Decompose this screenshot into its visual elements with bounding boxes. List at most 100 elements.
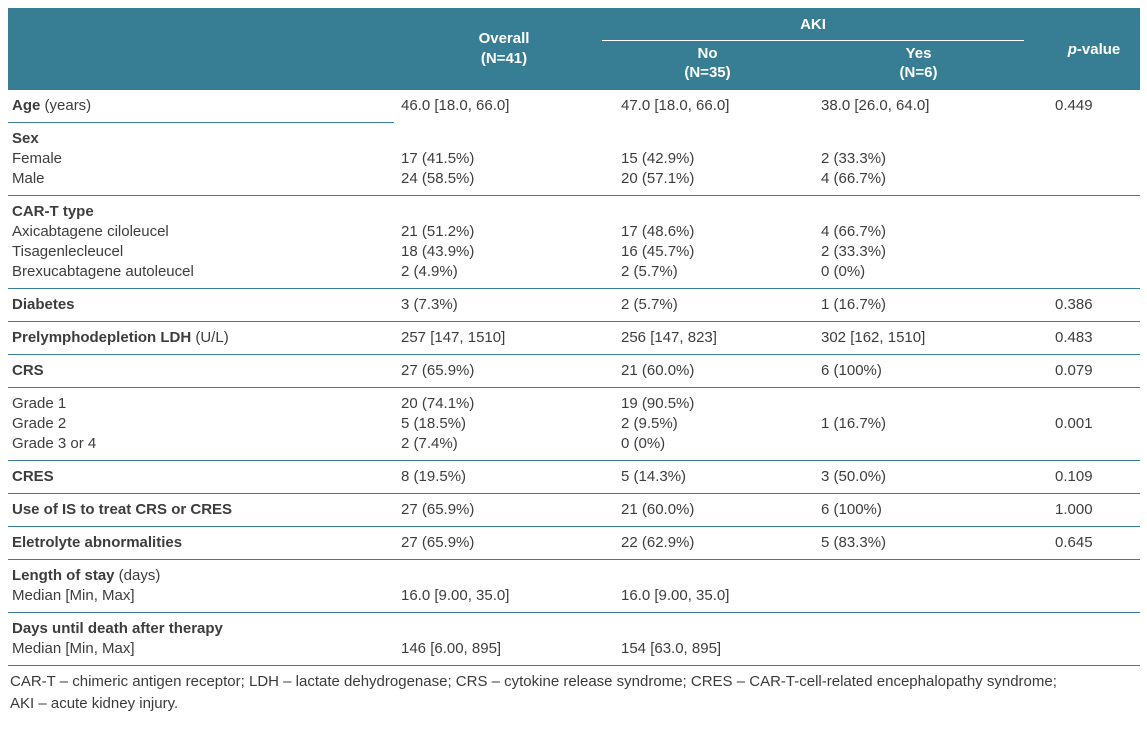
cell-aki-no: 16.0 [9.00, 35.0]	[621, 587, 730, 604]
cell-aki-yes: 2 (33.3%)	[821, 150, 887, 167]
table-row: Grade 2 5 (18.5%) 2 (9.5%) 1 (16.7%) 0.0…	[8, 414, 1140, 434]
row-label: CRES	[8, 467, 394, 487]
header-aki-yes: Yes (N=6)	[813, 44, 1024, 82]
cell-overall: 27 (65.9%)	[401, 501, 475, 518]
section-sex: Sex Female 17 (41.5%) 15 (42.9%) 2 (33.3…	[8, 123, 1140, 196]
cell-overall: 24 (58.5%)	[401, 170, 475, 187]
cell-aki-yes: 1 (16.7%)	[821, 296, 887, 313]
section-use-of-is: Use of IS to treat CRS or CRES 27 (65.9%…	[8, 494, 1140, 527]
cell-overall: 20 (74.1%)	[401, 395, 475, 412]
row-label-bold: Sex	[12, 130, 39, 147]
header-aki-no-line2: (N=35)	[684, 64, 731, 81]
header-aki-yes-line1: Yes	[905, 45, 932, 62]
row-label: Male	[8, 169, 394, 189]
cell-p-value	[1048, 434, 1140, 454]
row-label: CRS	[8, 361, 394, 381]
row-label-bold: CRS	[12, 362, 44, 379]
cell-overall: 5 (18.5%)	[401, 415, 467, 432]
table-row: Days until death after therapy	[8, 619, 1140, 639]
table-row: Female 17 (41.5%) 15 (42.9%) 2 (33.3%)	[8, 149, 1140, 169]
row-label: Diabetes	[8, 295, 394, 315]
table-row: Grade 3 or 4 2 (7.4%) 0 (0%)	[8, 434, 1140, 454]
cell-aki-no: 5 (14.3%)	[621, 468, 687, 485]
cell-p-value	[1048, 202, 1140, 222]
row-label: Tisagenlecleucel	[8, 242, 394, 262]
header-overall: Overall (N=41)	[394, 8, 614, 90]
row-label: Axicabtagene ciloleucel	[8, 222, 394, 242]
cell-p-value	[1048, 222, 1140, 242]
cell-p-value: 0.109	[1055, 468, 1093, 485]
cell-aki-yes	[814, 619, 1048, 639]
cell-p-value	[1048, 619, 1140, 639]
cell-overall: 16.0 [9.00, 35.0]	[401, 587, 510, 604]
row-label: Grade 1	[8, 394, 394, 414]
cell-aki-yes: 4 (66.7%)	[821, 223, 887, 240]
cell-p-value	[1048, 149, 1140, 169]
cell-overall: 2 (7.4%)	[401, 435, 458, 452]
cell-overall	[394, 202, 614, 222]
cell-p-value: 0.386	[1055, 296, 1093, 313]
cell-aki-yes	[814, 434, 1048, 454]
cell-aki-no: 21 (60.0%)	[621, 362, 695, 379]
header-overall-line1: Overall	[478, 30, 530, 47]
cell-aki-no: 22 (62.9%)	[621, 534, 695, 551]
row-label-plain: Axicabtagene ciloleucel	[12, 223, 169, 240]
cell-p-value	[1048, 129, 1140, 149]
cell-p-value: 0.079	[1055, 362, 1093, 379]
cell-p-value: 0.449	[1055, 97, 1093, 114]
row-label: Sex	[8, 129, 394, 149]
header-aki-no-line1: No	[697, 45, 718, 62]
section-length-of-stay: Length of stay (days) Median [Min, Max] …	[8, 560, 1140, 613]
cell-aki-no: 19 (90.5%)	[621, 395, 695, 412]
cell-p-value	[1048, 639, 1140, 659]
table-footnote: CAR-T – chimeric antigen receptor; LDH –…	[10, 673, 1057, 712]
cell-p-value	[1048, 242, 1140, 262]
row-label: Eletrolyte abnormalities	[8, 533, 394, 553]
cell-overall	[394, 129, 614, 149]
header-aki-subcolumns: No (N=35) Yes (N=6)	[602, 44, 1024, 82]
cell-aki-yes: 0 (0%)	[821, 263, 866, 280]
cell-aki-yes: 6 (100%)	[821, 362, 882, 379]
cell-aki-no	[614, 129, 814, 149]
cell-aki-no: 17 (48.6%)	[621, 223, 695, 240]
section-age: Age (years) 46.0 [18.0, 66.0] 47.0 [18.0…	[8, 90, 1140, 123]
section-crs: CRS 27 (65.9%) 21 (60.0%) 6 (100%) 0.079	[8, 355, 1140, 388]
row-label-bold: Prelymphodepletion LDH	[12, 329, 192, 346]
row-label-plain: (U/L)	[191, 329, 229, 346]
row-label-plain: (days)	[114, 567, 161, 584]
table-row: Eletrolyte abnormalities 27 (65.9%) 22 (…	[8, 533, 1140, 553]
row-label: CAR-T type	[8, 202, 394, 222]
cell-overall: 17 (41.5%)	[401, 150, 475, 167]
row-label-bold: Diabetes	[12, 296, 75, 313]
cell-overall: 27 (65.9%)	[401, 362, 475, 379]
row-label: Use of IS to treat CRS or CRES	[8, 500, 394, 520]
cell-overall: 3 (7.3%)	[401, 296, 458, 313]
table-row: Sex	[8, 129, 1140, 149]
section-car-t-type: CAR-T type Axicabtagene ciloleucel 21 (5…	[8, 196, 1140, 289]
cell-aki-yes	[814, 202, 1048, 222]
cell-aki-no: 47.0 [18.0, 66.0]	[621, 97, 730, 114]
cell-aki-yes: 5 (83.3%)	[821, 534, 887, 551]
row-label: Age (years)	[8, 96, 394, 123]
cell-p-value	[1048, 262, 1140, 282]
table-row: Tisagenlecleucel 18 (43.9%) 16 (45.7%) 2…	[8, 242, 1140, 262]
row-label-bold: CAR-T type	[12, 203, 94, 220]
row-label-plain: Grade 2	[12, 415, 67, 432]
cell-aki-no: 2 (5.7%)	[621, 296, 678, 313]
header-aki-group: AKI No (N=35) Yes (N=6)	[602, 8, 1024, 90]
cell-overall	[394, 619, 614, 639]
header-aki-yes-line2: (N=6)	[899, 64, 938, 81]
table-row: Prelymphodepletion LDH (U/L) 257 [147, 1…	[8, 328, 1140, 348]
patient-characteristics-table: Overall (N=41) AKI No (N=35) Yes (N=6)	[8, 8, 1140, 666]
cell-overall: 27 (65.9%)	[401, 534, 475, 551]
header-aki-title: AKI	[602, 14, 1024, 41]
header-p-value: p -value	[1048, 8, 1140, 90]
table-row: Median [Min, Max] 146 [6.00, 895] 154 [6…	[8, 639, 1140, 659]
cell-p-value	[1048, 394, 1140, 414]
row-label-plain: Tisagenlecleucel	[12, 243, 124, 260]
cell-aki-no: 2 (5.7%)	[621, 263, 678, 280]
row-label: Median [Min, Max]	[8, 586, 394, 606]
row-label-plain: (years)	[40, 97, 92, 114]
cell-aki-yes: 3 (50.0%)	[821, 468, 887, 485]
cell-overall: 2 (4.9%)	[401, 263, 458, 280]
